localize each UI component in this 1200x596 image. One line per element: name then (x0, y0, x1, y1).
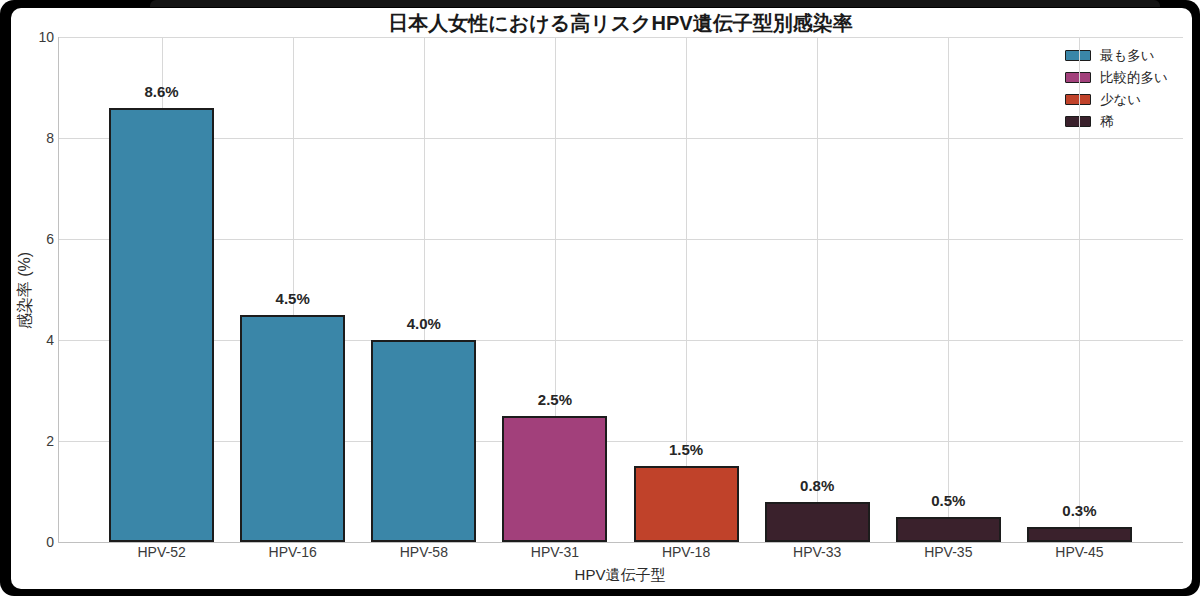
legend-item: 少ない (1065, 89, 1168, 110)
x-axis-spine (58, 542, 1183, 543)
bar-hpv-31 (502, 416, 607, 542)
y-tick-label: 8 (11, 130, 54, 146)
legend-swatch (1065, 94, 1091, 105)
v-gridline (1079, 37, 1080, 542)
bar-value-label: 2.5% (510, 391, 600, 408)
h-gridline (58, 138, 1183, 139)
y-tick-label: 2 (11, 433, 54, 449)
bar-hpv-35 (896, 517, 1001, 542)
bar-value-label: 4.5% (248, 290, 338, 307)
v-gridline (948, 37, 949, 542)
x-tick-label: HPV-33 (752, 544, 882, 560)
legend-label: 稀 (1100, 113, 1114, 131)
bar-value-label: 0.5% (903, 492, 993, 509)
bar-value-label: 0.3% (1034, 502, 1124, 519)
x-tick-label: HPV-16 (228, 544, 358, 560)
x-tick-label: HPV-18 (621, 544, 751, 560)
bar-hpv-45 (1027, 527, 1132, 542)
bar-value-label: 4.0% (379, 315, 469, 332)
y-tick-label: 6 (11, 231, 54, 247)
bar-value-label: 1.5% (641, 441, 731, 458)
x-tick-label: HPV-35 (883, 544, 1013, 560)
h-gridline (58, 37, 1183, 38)
legend: 最も多い比較的多い少ない稀 (1065, 45, 1168, 133)
bar-hpv-58 (371, 340, 476, 542)
chart-title: 日本人女性における高リスクHPV遺伝子型別感染率 (58, 10, 1183, 37)
legend-item: 最も多い (1065, 45, 1168, 66)
y-tick-label: 4 (11, 332, 54, 348)
legend-label: 少ない (1100, 91, 1141, 109)
legend-swatch (1065, 72, 1091, 83)
v-gridline (817, 37, 818, 542)
bar-hpv-33 (765, 502, 870, 542)
x-tick-label: HPV-58 (359, 544, 489, 560)
h-gridline (58, 340, 1183, 341)
x-tick-label: HPV-52 (97, 544, 227, 560)
app-window: 日本人女性における高リスクHPV遺伝子型別感染率 感染率 (%) HPV遺伝子型… (0, 0, 1200, 596)
h-gridline (58, 239, 1183, 240)
x-axis-label: HPV遺伝子型 (420, 566, 820, 585)
y-tick-label: 10 (11, 29, 54, 45)
legend-label: 比較的多い (1100, 69, 1168, 87)
legend-item: 稀 (1065, 111, 1168, 132)
bar-hpv-16 (240, 315, 345, 542)
y-tick-label: 0 (11, 534, 54, 550)
legend-swatch (1065, 116, 1091, 127)
legend-item: 比較的多い (1065, 67, 1168, 88)
bar-value-label: 8.6% (117, 83, 207, 100)
legend-swatch (1065, 50, 1091, 61)
background-window-edge (150, 0, 1160, 7)
x-tick-label: HPV-31 (490, 544, 620, 560)
h-gridline (58, 441, 1183, 442)
chart-card: 日本人女性における高リスクHPV遺伝子型別感染率 感染率 (%) HPV遺伝子型… (11, 8, 1192, 589)
bar-hpv-18 (634, 466, 739, 542)
legend-label: 最も多い (1100, 47, 1155, 65)
bar-value-label: 0.8% (772, 477, 862, 494)
y-axis-spine (58, 37, 59, 542)
x-tick-label: HPV-45 (1014, 544, 1144, 560)
bar-hpv-52 (109, 108, 214, 542)
